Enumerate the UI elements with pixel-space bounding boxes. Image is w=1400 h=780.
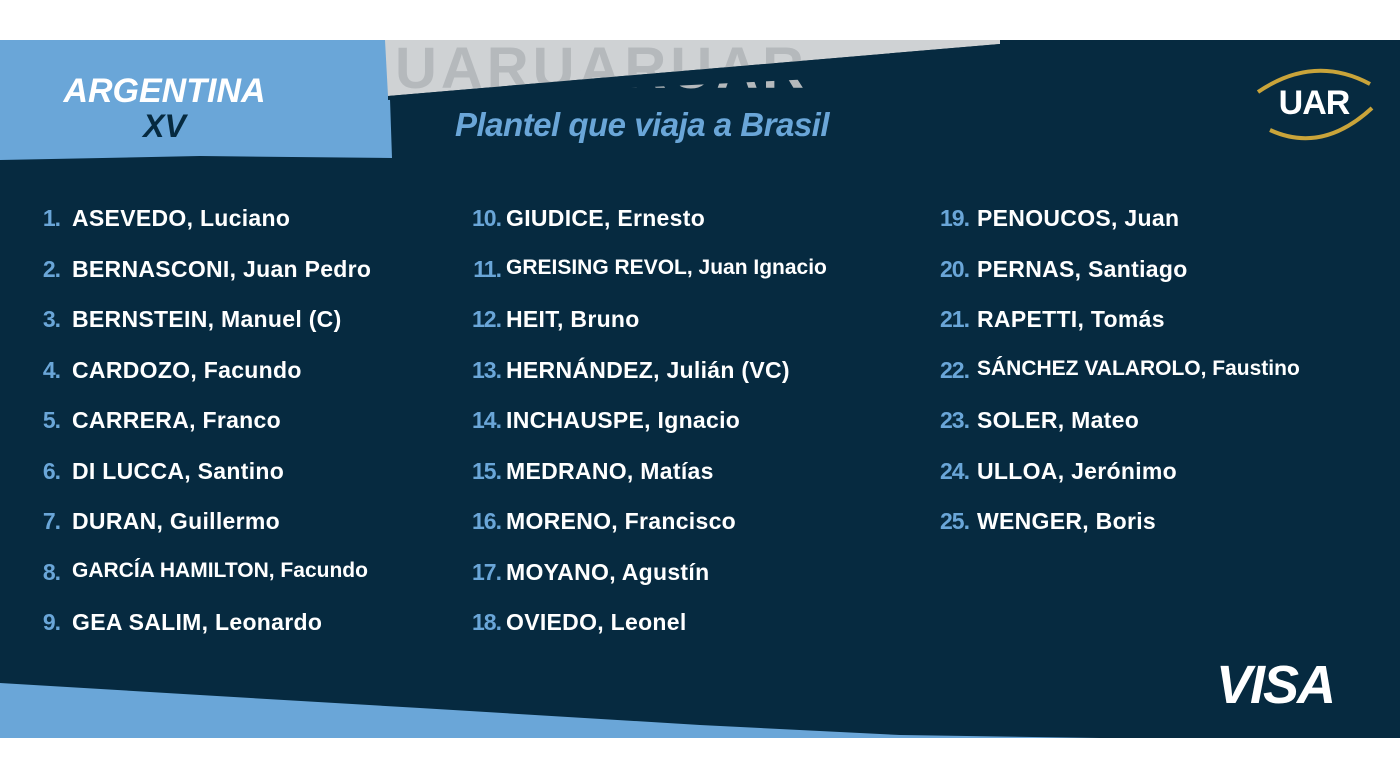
player-name: ULLOA, Jerónimo: [977, 457, 1178, 484]
player-name: ASEVEDO, Luciano: [72, 205, 291, 231]
player-number: 7.: [42, 508, 61, 534]
player-name: CARRERA, Franco: [72, 407, 281, 433]
player-name: HERNÁNDEZ, Julián (VC): [506, 356, 790, 383]
player-number: 3.: [42, 306, 61, 332]
player-name: HEIT, Bruno: [506, 306, 640, 332]
player-name: RAPETTI, Tomás: [977, 306, 1165, 332]
uar-swoosh-icon: [1256, 68, 1374, 141]
page-title: Plantel que viaja a Brasil: [455, 106, 830, 143]
player-name: DURAN, Guillermo: [72, 508, 280, 534]
background-texture: UARUARUAR: [0, 40, 1400, 738]
player-number: 15.: [472, 457, 502, 484]
player-number: 5.: [42, 407, 61, 433]
player-name: BERNASCONI, Juan Pedro: [72, 255, 372, 282]
player-number: 22.: [940, 356, 970, 383]
gray-band-cut: [388, 40, 1400, 100]
player-name: MORENO, Francisco: [506, 508, 737, 534]
bottom-blue-wedge: [0, 683, 1100, 738]
player-name: GARCÍA HAMILTON, Facundo: [72, 558, 368, 582]
brand-line1: ARGENTINA: [63, 72, 266, 110]
player-name: WENGER, Boris: [977, 508, 1156, 534]
player-number: 2.: [42, 255, 61, 282]
brand-line2: XV: [143, 108, 186, 144]
squad-graphic: UARUARUAR ARGENTINA XV Plantel que viaja…: [0, 40, 1400, 738]
player-name: OVIEDO, Leonel: [506, 609, 687, 635]
player-number: 10.: [472, 205, 502, 231]
player-number: 1.: [42, 205, 61, 231]
player-name: GREISING REVOL, Juan Ignacio: [506, 255, 827, 279]
player-number: 18.: [472, 609, 502, 635]
player-name: CARDOZO, Facundo: [72, 356, 302, 383]
player-number: 8.: [42, 558, 61, 585]
uar-logo: UAR: [1252, 62, 1376, 144]
top-gray-band: [385, 40, 1000, 96]
visa-logo: VISA: [1216, 655, 1336, 715]
player-number: 12.: [472, 306, 502, 332]
argentina-xv-logo: ARGENTINA XV: [42, 74, 287, 142]
player-name: GIUDICE, Ernesto: [506, 205, 706, 231]
player-number: 23.: [940, 407, 970, 433]
player-name: GEA SALIM, Leonardo: [72, 609, 323, 635]
uar-logo-text: UAR: [1278, 84, 1351, 122]
player-name: BERNSTEIN, Manuel (C): [72, 306, 342, 332]
player-name: MEDRANO, Matías: [506, 457, 714, 484]
player-name: SOLER, Mateo: [977, 407, 1140, 433]
player-number: 25.: [940, 508, 970, 534]
player-name: MOYANO, Agustín: [506, 558, 710, 585]
player-number: 17.: [472, 558, 502, 585]
player-name: SÁNCHEZ VALAROLO, Faustino: [977, 356, 1300, 380]
player-number: 19.: [940, 205, 970, 231]
player-number: 20.: [940, 255, 970, 282]
player-name: DI LUCCA, Santino: [72, 457, 285, 484]
player-name: INCHAUSPE, Ignacio: [506, 407, 741, 433]
player-number: 6.: [42, 457, 61, 484]
player-number: 4.: [42, 356, 61, 383]
top-left-blue-block: [0, 40, 392, 160]
player-number: 13.: [472, 356, 502, 383]
player-name: PERNAS, Santiago: [977, 255, 1188, 282]
player-number: 24.: [940, 457, 970, 484]
player-number: 9.: [42, 609, 61, 635]
player-number: 14.: [472, 407, 502, 433]
player-name: PENOUCOS, Juan: [977, 205, 1180, 231]
player-number: 11.: [473, 255, 502, 282]
player-number: 21.: [940, 306, 970, 332]
player-number: 16.: [472, 508, 502, 534]
